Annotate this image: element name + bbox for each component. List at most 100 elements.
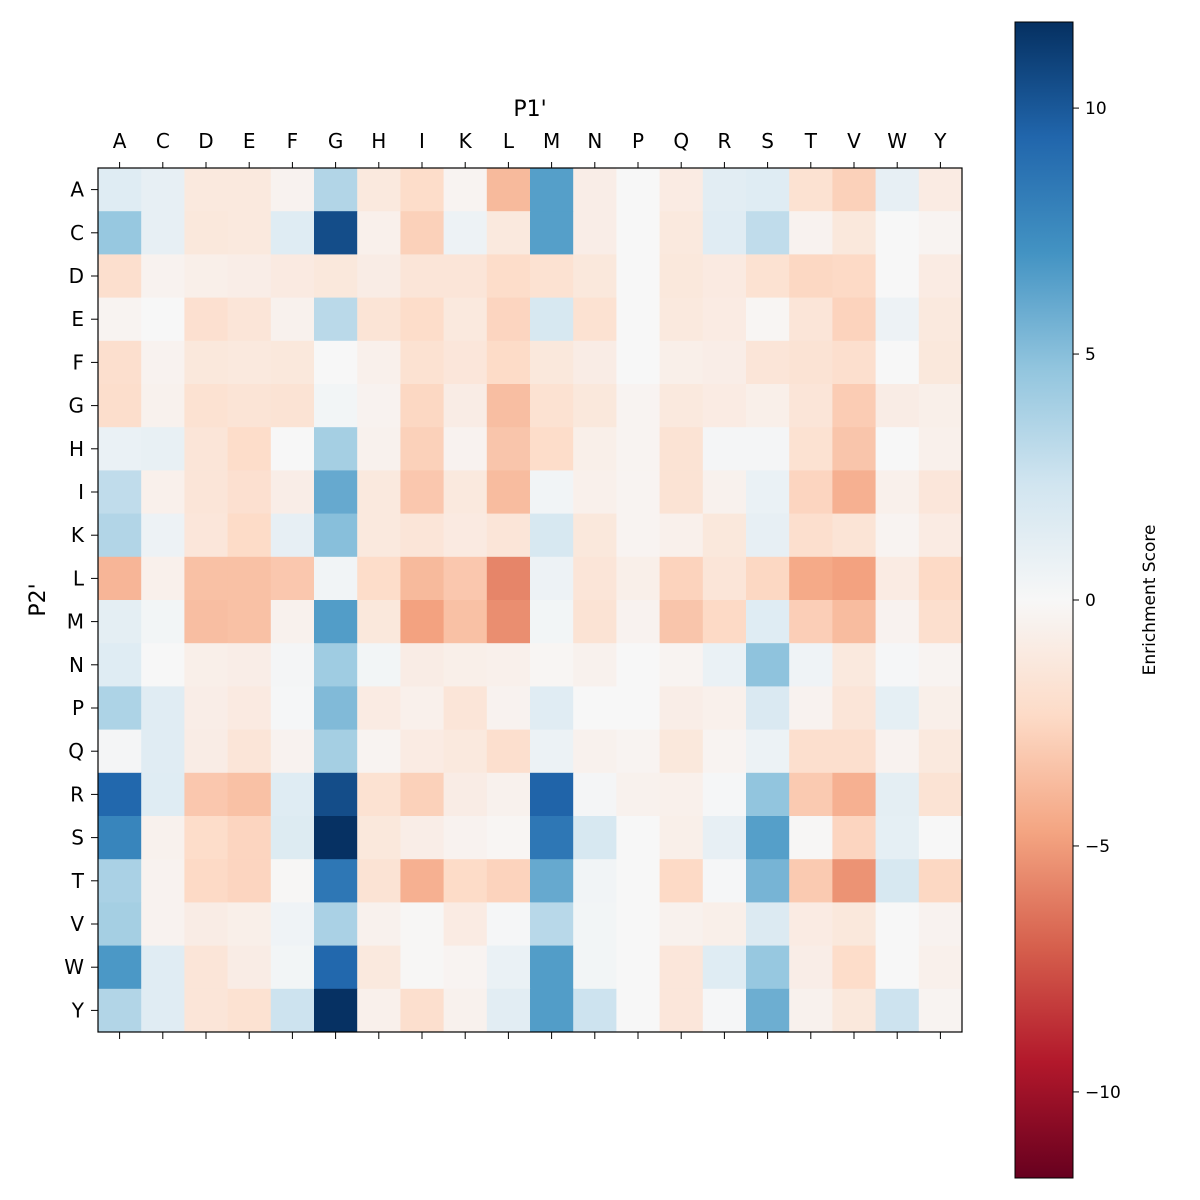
heatmap-cell: [875, 340, 920, 385]
heatmap-cell: [573, 686, 617, 731]
heatmap-cell: [659, 686, 704, 731]
heatmap-cell: [616, 297, 661, 342]
y-tick-label: D: [69, 264, 84, 288]
heatmap-cell: [530, 168, 574, 212]
heatmap-cell: [616, 772, 661, 817]
heatmap-cell: [616, 729, 661, 774]
x-tick-label: K: [459, 129, 473, 153]
heatmap-cell: [486, 513, 531, 558]
heatmap-cell: [573, 643, 617, 687]
heatmap-cell: [702, 686, 747, 731]
heatmap-cell: [314, 600, 358, 644]
heatmap-cell: [270, 600, 315, 644]
heatmap-cell: [98, 556, 142, 601]
y-tick-label: F: [72, 350, 84, 374]
heatmap-cell: [530, 384, 574, 428]
heatmap-cell: [832, 297, 877, 342]
heatmap-cell: [486, 729, 531, 774]
heatmap-cell: [227, 945, 272, 990]
heatmap-cell: [530, 211, 574, 255]
heatmap-cell: [659, 772, 704, 817]
heatmap-cell: [184, 729, 229, 774]
heatmap-cell: [314, 643, 358, 687]
heatmap-cell: [746, 859, 790, 903]
heatmap-cell: [227, 902, 272, 947]
heatmap-cell: [573, 168, 617, 212]
heatmap-cell: [702, 643, 747, 687]
heatmap-cell: [270, 816, 315, 860]
colorbar-tick-label: −10: [1085, 1083, 1121, 1103]
x-tick-label: L: [503, 129, 515, 153]
heatmap-cell: [746, 254, 790, 299]
heatmap-cell: [573, 988, 617, 1033]
heatmap-cell: [400, 340, 445, 385]
heatmap-cell: [357, 988, 401, 1033]
heatmap-cell: [832, 600, 877, 644]
heatmap-cell: [573, 729, 617, 774]
heatmap-cell: [875, 297, 920, 342]
heatmap-cell: [702, 384, 747, 428]
x-tick-label: T: [804, 129, 818, 153]
heatmap-cell: [875, 816, 920, 860]
heatmap-cell: [530, 643, 574, 687]
heatmap-cell: [918, 816, 963, 860]
heatmap-cell: [702, 168, 747, 212]
heatmap-cell: [875, 168, 920, 212]
heatmap-cell: [270, 211, 315, 255]
heatmap-cell: [789, 729, 833, 774]
heatmap-cell: [227, 556, 272, 601]
heatmap-cell: [141, 254, 185, 299]
y-tick-label: T: [71, 869, 85, 893]
heatmap-cell: [702, 211, 747, 255]
heatmap-cell: [400, 729, 445, 774]
heatmap-cell: [184, 859, 229, 903]
heatmap-cell: [486, 600, 531, 644]
heatmap-cell: [659, 427, 704, 471]
heatmap-cell: [184, 686, 229, 731]
heatmap-cell: [746, 729, 790, 774]
heatmap-cell: [875, 211, 920, 255]
heatmap-cell: [702, 772, 747, 817]
heatmap-cell: [530, 427, 574, 471]
heatmap-cell: [486, 297, 531, 342]
heatmap-cell: [227, 816, 272, 860]
y-tick-label: L: [73, 566, 85, 590]
y-tick-label: N: [69, 653, 84, 677]
heatmap-cell: [918, 556, 963, 601]
heatmap-cell: [875, 384, 920, 428]
heatmap-cell: [573, 427, 617, 471]
heatmap-cell: [659, 556, 704, 601]
heatmap-cell: [141, 211, 185, 255]
heatmap-cell: [875, 772, 920, 817]
x-tick-label: G: [328, 129, 344, 153]
heatmap-cell: [227, 859, 272, 903]
heatmap-cell: [270, 556, 315, 601]
x-axis-label: P1': [513, 97, 546, 122]
heatmap-cell: [659, 513, 704, 558]
heatmap-cell: [443, 988, 488, 1033]
heatmap-cell: [486, 211, 531, 255]
heatmap-cell: [530, 340, 574, 385]
heatmap-cell: [659, 600, 704, 644]
heatmap-cell: [141, 556, 185, 601]
heatmap-cell: [486, 384, 531, 428]
heatmap-cell: [184, 470, 229, 515]
heatmap-cell: [314, 168, 358, 212]
heatmap-cell: [789, 513, 833, 558]
heatmap-cell: [400, 945, 445, 990]
heatmap-cell: [530, 600, 574, 644]
x-tick-label: A: [113, 129, 127, 153]
heatmap-cell: [314, 902, 358, 947]
heatmap-cell: [400, 686, 445, 731]
heatmap-cell: [746, 643, 790, 687]
heatmap-cell: [616, 384, 661, 428]
heatmap-cell: [486, 168, 531, 212]
heatmap-cell: [573, 384, 617, 428]
y-tick-label: A: [70, 178, 84, 202]
heatmap-cell: [98, 729, 142, 774]
heatmap-cell: [486, 902, 531, 947]
colorbar: [1014, 21, 1074, 1179]
heatmap-cell: [789, 340, 833, 385]
heatmap-cell: [270, 384, 315, 428]
heatmap-cell: [875, 988, 920, 1033]
